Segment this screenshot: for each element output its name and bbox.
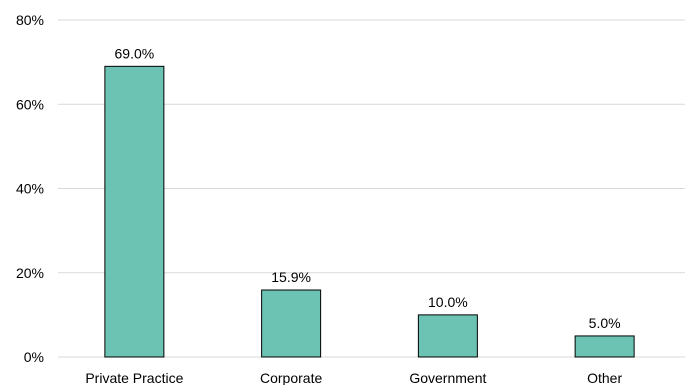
y-tick-label: 80% bbox=[16, 12, 44, 28]
y-tick-label: 0% bbox=[24, 349, 44, 365]
bar bbox=[574, 335, 635, 358]
data-labels: 69.0% 15.9% 10.0% 5.0% bbox=[115, 45, 621, 331]
data-label: 5.0% bbox=[589, 315, 621, 331]
y-tick-label: 60% bbox=[16, 96, 44, 112]
x-category-label: Government bbox=[409, 370, 486, 385]
bar bbox=[261, 289, 322, 358]
y-tick-label: 40% bbox=[16, 181, 44, 197]
data-label: 10.0% bbox=[428, 294, 468, 310]
y-tick-label: 20% bbox=[16, 265, 44, 281]
x-category-label: Private Practice bbox=[85, 370, 183, 385]
data-label: 69.0% bbox=[115, 45, 155, 61]
y-axis: 0% 20% 40% 60% 80% bbox=[16, 12, 44, 365]
x-axis: Private Practice Corporate Government Other bbox=[85, 370, 622, 385]
x-category-label: Corporate bbox=[260, 370, 322, 385]
x-category-label: Other bbox=[587, 370, 622, 385]
data-label: 15.9% bbox=[271, 269, 311, 285]
bars bbox=[104, 65, 635, 358]
bar bbox=[104, 65, 165, 358]
bar bbox=[417, 314, 478, 358]
